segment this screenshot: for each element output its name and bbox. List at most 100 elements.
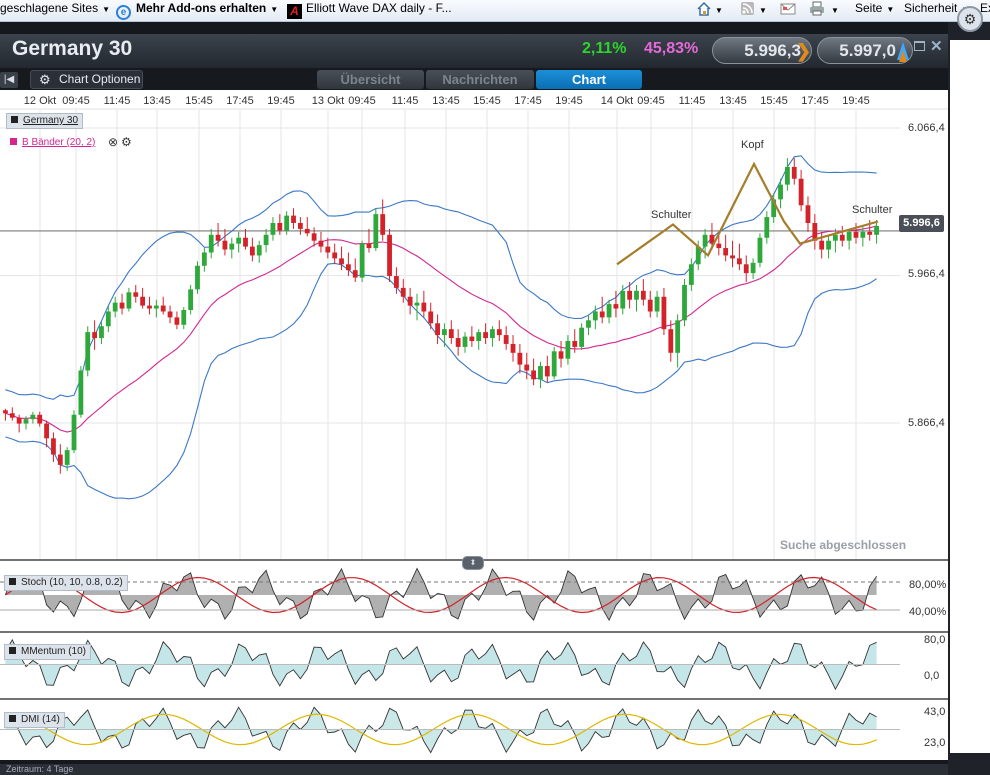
chevron-down-icon: ▼ (102, 5, 110, 14)
jump-to-start-icon[interactable]: |◀ (0, 72, 18, 88)
candle-body (839, 234, 845, 241)
get-addons-menu[interactable]: e Mehr Add-ons erhalten ▼ (116, 0, 278, 22)
stoch-label: Stoch (10, 10, 0.8, 0.2) (21, 577, 123, 588)
candle-body (627, 290, 633, 300)
candle-body (791, 166, 797, 179)
maximize-icon[interactable] (914, 41, 925, 51)
time-axis-label: 13:45 (719, 95, 747, 107)
time-axis-label: 11:45 (679, 95, 706, 107)
suggested-sites-menu[interactable]: geschlagene Sites ▼ (0, 0, 110, 22)
rss-feed-icon[interactable] (740, 1, 756, 16)
stoch-level-label: 80,00% (909, 579, 947, 591)
dmi-level-label: 23,0 (924, 737, 946, 749)
candle-body (339, 258, 344, 265)
candle-body (105, 311, 111, 327)
time-axis-label: 19:45 (555, 95, 583, 107)
legend-bands[interactable]: B Bänder (20, 2) (10, 136, 95, 152)
tab-overview[interactable]: Übersicht (317, 70, 424, 89)
chevron-down-icon[interactable]: ▼ (715, 6, 723, 15)
candle-body (826, 240, 831, 250)
range-bar[interactable]: Zeitraum: 4 Tage (0, 764, 948, 775)
print-icon[interactable] (809, 1, 825, 16)
candle-body (188, 289, 194, 311)
sell-price-button[interactable]: 5.996,3 (712, 37, 812, 64)
candle-body (716, 243, 722, 249)
extras-menu[interactable]: Ex (980, 0, 990, 22)
command-label: Seite (855, 1, 883, 15)
candle-body (709, 234, 715, 244)
candle-body (311, 233, 317, 241)
panel-resize-handle[interactable]: ⬍ (462, 556, 484, 570)
candle-body (373, 214, 379, 249)
indicator-settings-gear-icon[interactable]: ⚙ (121, 135, 132, 149)
candle-body (3, 410, 8, 414)
sell-price: 5.996,3 (744, 41, 801, 60)
legend-swatch (9, 715, 16, 722)
close-icon[interactable]: ✕ (930, 38, 943, 55)
candle-body (586, 320, 591, 328)
candle-body (572, 340, 578, 347)
legend-swatch (10, 138, 17, 145)
candle-body (805, 205, 811, 223)
candle-body (647, 299, 653, 312)
candle-body (476, 332, 482, 341)
buy-price-button[interactable]: 5.997,0 (817, 37, 913, 64)
chart-canvas[interactable]: 12 Okt 09:45 11:45 13:45 15:45 17:45 19:45 13 O… (0, 90, 948, 764)
candle-body (160, 305, 166, 312)
legend-swatch (9, 647, 16, 654)
candle-body (579, 327, 585, 347)
candle-body (654, 296, 660, 312)
time-axis-label: 09:45 (637, 95, 665, 107)
dmi-legend[interactable]: DMI (14) (4, 712, 65, 728)
momentum-level-label: 80,0 (924, 634, 946, 646)
chart-options-button[interactable]: ⚙ Chart Optionen (30, 70, 143, 89)
candle-body (874, 225, 879, 235)
momentum-legend[interactable]: MMentum (10) (4, 644, 92, 660)
y-axis-label: 6.066,4 (908, 122, 945, 134)
candle-body (675, 320, 681, 353)
candle-body (85, 332, 91, 371)
time-axis-label: 13:45 (432, 95, 460, 107)
time-axis-label: 09:45 (62, 95, 90, 107)
candle-body (695, 246, 701, 265)
candle-body (71, 414, 77, 451)
pattern-label-right-shoulder: Schulter (852, 204, 893, 216)
home-icon[interactable] (696, 1, 712, 16)
candle-body (483, 332, 488, 339)
candle-body (147, 305, 152, 309)
time-axis-label: 09:45 (348, 95, 376, 107)
candle-body (366, 243, 372, 249)
chevron-down-icon[interactable]: ▼ (831, 6, 839, 15)
indicator-line (4, 567, 877, 622)
buy-price: 5.997,0 (839, 41, 896, 60)
candle-body (640, 290, 646, 300)
candle-body (592, 311, 598, 321)
read-mail-icon[interactable] (780, 1, 796, 16)
momentum-label: MMentum (10) (21, 646, 87, 657)
candle-body (37, 414, 43, 424)
settings-wheel-icon[interactable]: ⚙ (957, 6, 983, 32)
time-axis-label: 15:45 (473, 95, 501, 107)
tab-chart[interactable]: Chart (536, 70, 642, 89)
candle-body (222, 240, 228, 250)
candle-body (332, 252, 338, 259)
indicator-panels (0, 559, 948, 764)
chevron-down-icon[interactable]: ▼ (759, 6, 767, 15)
page-menu[interactable]: Seite ▼ (855, 0, 894, 22)
candle-body (538, 366, 543, 380)
tab-news[interactable]: Nachrichten (426, 70, 534, 89)
favorite-link[interactable]: A Elliott Wave DAX daily - F... (287, 0, 452, 22)
time-axis-label: 17:45 (801, 95, 829, 107)
bollinger-middle-line (5, 225, 877, 433)
stoch-legend[interactable]: Stoch (10, 10, 0.8, 0.2) (4, 575, 128, 591)
momentum-level-label: 0,0 (924, 670, 940, 682)
time-axis-label: 12 Okt (24, 95, 56, 107)
remove-indicator-icon[interactable]: ⊗ (108, 135, 119, 149)
candle-body (435, 323, 440, 336)
candle-body (387, 234, 392, 277)
candle-body (606, 304, 612, 318)
legend-instrument[interactable]: Germany 30 (6, 113, 84, 129)
candle-body (57, 454, 63, 465)
bollinger-upper-line (5, 155, 877, 400)
